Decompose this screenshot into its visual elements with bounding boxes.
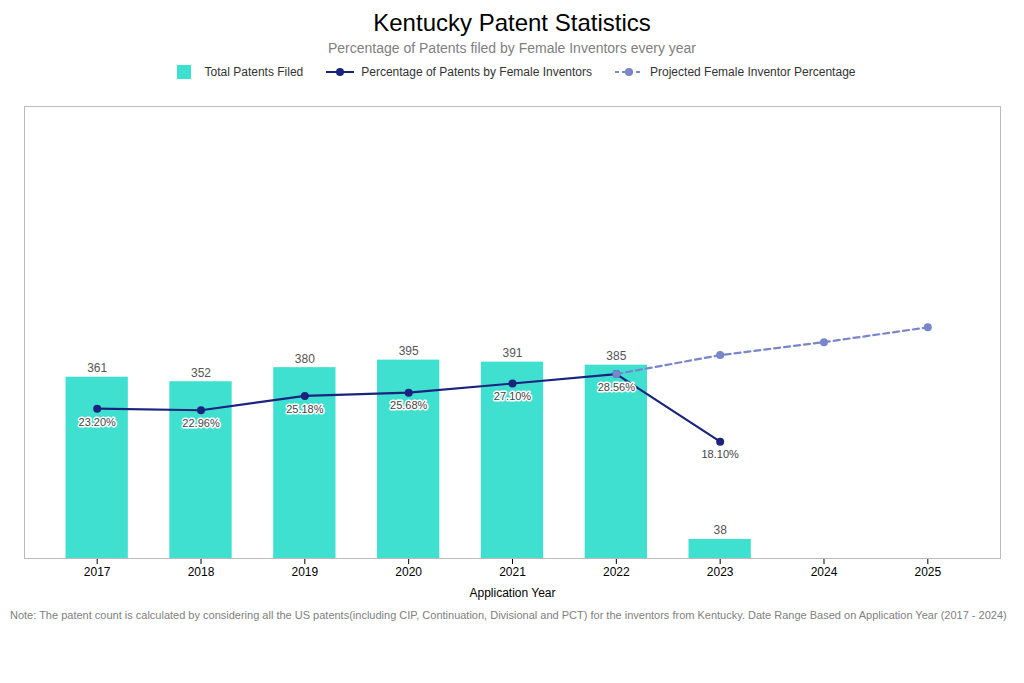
svg-text:385: 385: [606, 349, 626, 363]
html-text:Total Patents Filed: Total Patents Filed: [204, 65, 304, 79]
svg-text:2018: 2018: [188, 565, 215, 579]
svg-text:2020: 2020: [395, 565, 422, 579]
svg-text:Application Year: Application Year: [469, 586, 555, 600]
svg-text:18.10%: 18.10%: [702, 448, 740, 460]
svg-text:2024: 2024: [811, 565, 838, 579]
html-text:Kentucky Patent Statistics: Kentucky Patent Statistics: [373, 9, 651, 36]
svg-text:25.18%: 25.18%: [286, 403, 324, 415]
svg-text:380: 380: [295, 352, 315, 366]
svg-text:391: 391: [502, 346, 522, 360]
svg-text:395: 395: [399, 344, 419, 358]
svg-text:2025: 2025: [914, 565, 941, 579]
html-text:Percentage of Patents filed by: Percentage of Patents filed by Female In…: [328, 40, 696, 56]
html-text:Projected Female Inventor Perc: Projected Female Inventor Percentage: [650, 65, 856, 79]
svg-text:2023: 2023: [707, 565, 734, 579]
svg-text:361: 361: [87, 361, 107, 375]
svg-text:2021: 2021: [499, 565, 526, 579]
html-text:Note: The patent count is calc: Note: The patent count is calculated by …: [10, 609, 1007, 621]
svg-text:25.68%: 25.68%: [390, 399, 428, 411]
svg-text:2017: 2017: [84, 565, 111, 579]
svg-text:2022: 2022: [603, 565, 630, 579]
svg-text:38: 38: [713, 523, 727, 537]
svg-text:2019: 2019: [291, 565, 318, 579]
svg-text:28.56%: 28.56%: [598, 381, 636, 393]
html-text:Percentage of Patents by Femal: Percentage of Patents by Female Inventor…: [361, 65, 592, 79]
svg-text:27.10%: 27.10%: [494, 390, 532, 402]
svg-text:23.20%: 23.20%: [79, 416, 117, 428]
svg-text:352: 352: [191, 366, 211, 380]
svg-text:22.96%: 22.96%: [182, 417, 220, 429]
